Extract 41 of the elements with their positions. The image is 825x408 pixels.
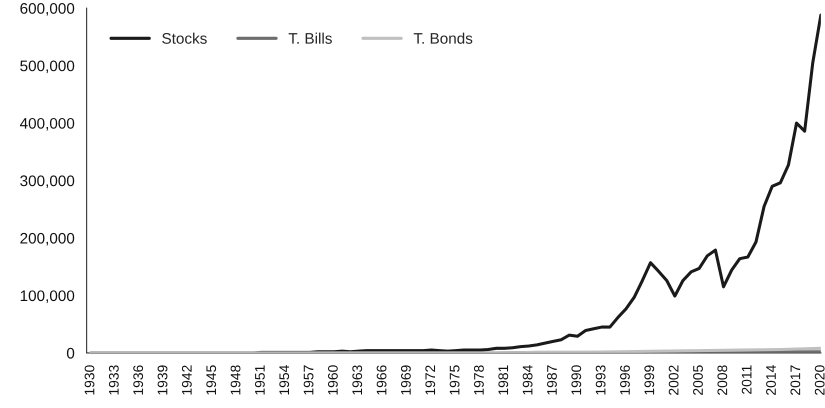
x-tick-label: 1972 <box>425 365 436 395</box>
x-tick-label: 2008 <box>717 365 728 395</box>
y-tick-label: 100,000 <box>20 290 74 303</box>
x-tick-label: 1999 <box>644 365 654 395</box>
y-tick-label: 200,000 <box>20 232 74 246</box>
x-tick-label: 2020 <box>814 365 825 395</box>
x-tick-label: 2017 <box>790 365 800 395</box>
y-tick-label: 0 <box>66 348 74 359</box>
x-tick-label: 1963 <box>352 365 362 395</box>
y-tick-label: 500,000 <box>20 60 74 74</box>
x-tick-label: 1996 <box>620 365 630 395</box>
y-tick-label: 600,000 <box>20 3 74 16</box>
x-tick-label: 1975 <box>450 365 460 395</box>
x-tick-label: 1957 <box>304 365 314 395</box>
x-tick-label: 1948 <box>230 365 240 395</box>
legend-label: T. Bonds <box>414 32 472 44</box>
legend-label: T. Bills <box>288 32 332 44</box>
legend-label: Stocks <box>162 32 207 44</box>
x-tick-label: 2002 <box>668 365 679 395</box>
x-tick-label: 1966 <box>376 365 386 395</box>
x-tick-label: 1933 <box>108 365 119 395</box>
x-tick-label: 1978 <box>474 365 484 395</box>
x-tick-label: 1990 <box>571 365 582 395</box>
x-tick-label: 1984 <box>522 365 533 395</box>
x-tick-label: 1951 <box>254 365 265 395</box>
x-tick-label: 2011 <box>742 365 752 394</box>
x-tick-label: 2005 <box>693 365 703 395</box>
x-tick-label: 1942 <box>182 365 192 395</box>
x-tick-label: 1987 <box>547 365 557 395</box>
x-tick-label: 1939 <box>158 365 168 395</box>
y-tick-label: 300,000 <box>20 175 74 188</box>
x-tick-label: 1993 <box>596 365 606 395</box>
y-tick-label: 400,000 <box>20 118 74 131</box>
x-tick-label: 1945 <box>206 365 216 395</box>
x-tick-label: 1930 <box>84 365 94 395</box>
x-tick-label: 1960 <box>328 365 338 395</box>
x-tick-label: 1981 <box>498 365 508 395</box>
x-tick-label: 1969 <box>400 365 411 395</box>
x-tick-label: 1954 <box>279 365 290 395</box>
x-tick-label: 2014 <box>766 365 776 395</box>
x-tick-label: 1936 <box>133 365 144 395</box>
